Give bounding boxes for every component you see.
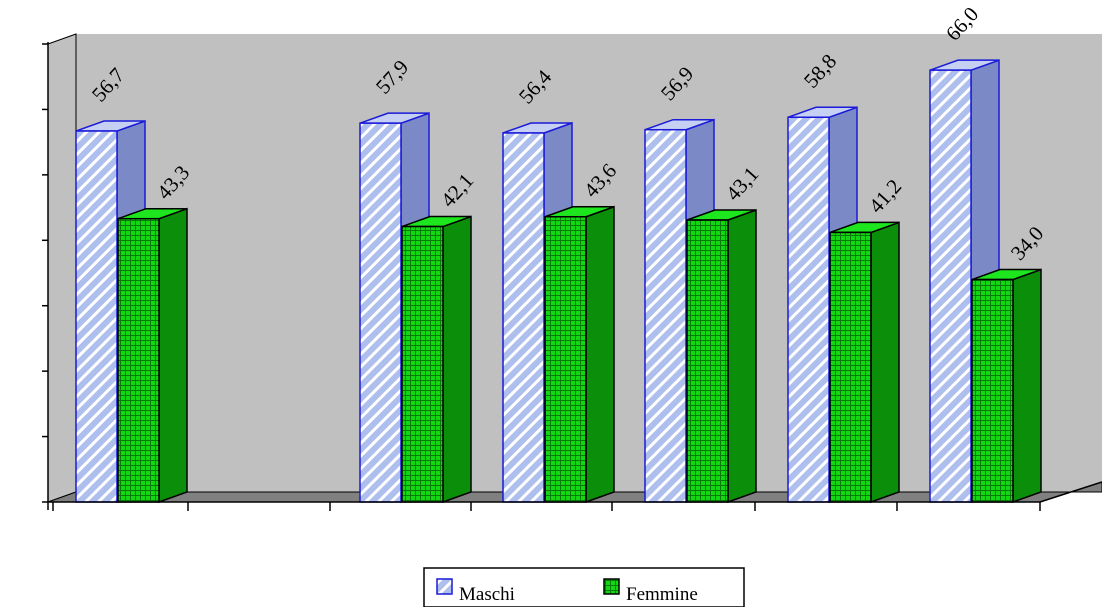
bar-femmine (117, 207, 188, 504)
legend-swatch-maschi (436, 578, 453, 595)
bar-side (442, 215, 472, 504)
bar-side (1012, 268, 1042, 504)
bar-front (401, 225, 444, 503)
legend-label-femmine: Femmine (626, 584, 698, 605)
bar-front (829, 231, 872, 503)
bar-front (75, 130, 118, 503)
bar-side (727, 208, 757, 504)
bar-front (502, 132, 545, 503)
legend: Maschi Femmine (423, 567, 745, 607)
x-axis-depth-line (1039, 481, 1102, 503)
side-wall (47, 33, 77, 503)
bar-front (644, 128, 687, 503)
bar-side (585, 205, 615, 504)
bar-front (787, 116, 830, 503)
legend-box (423, 567, 745, 607)
axes (42, 42, 1102, 511)
bar-front (971, 278, 1014, 503)
bar-front (359, 122, 402, 503)
bar-femmine (686, 208, 757, 504)
bars (75, 59, 1042, 504)
legend-swatch-femmine (603, 578, 620, 595)
bar-front (117, 217, 160, 503)
bar-front (544, 215, 587, 503)
bar-femmine (971, 268, 1042, 504)
bar-femmine (829, 221, 900, 504)
bar-femmine (401, 215, 472, 504)
bar-side (870, 221, 900, 504)
legend-label-maschi: Maschi (459, 584, 515, 605)
bar-femmine (544, 205, 615, 504)
bar-front (929, 69, 972, 503)
bar-side (158, 207, 188, 504)
bar-front (686, 219, 729, 503)
